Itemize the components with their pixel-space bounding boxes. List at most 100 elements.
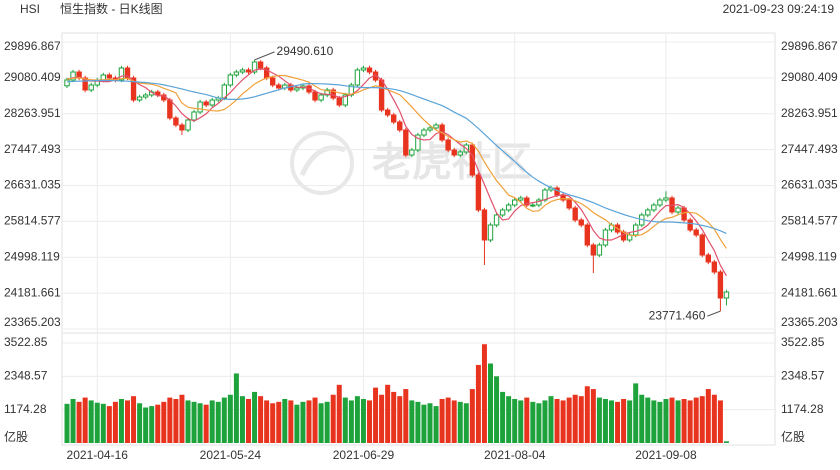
candle-body bbox=[675, 207, 681, 213]
volume-bar bbox=[457, 401, 463, 443]
volume-tick-label-right: 1174.28 bbox=[781, 402, 824, 416]
candle-body bbox=[518, 197, 524, 201]
volume-bar bbox=[518, 400, 524, 443]
volume-unit-right: 亿股 bbox=[781, 429, 805, 444]
volume-bar bbox=[342, 397, 348, 443]
candle-body bbox=[584, 224, 590, 246]
volume-bar bbox=[512, 399, 518, 443]
volume-bar bbox=[367, 400, 372, 443]
candle-body bbox=[318, 94, 324, 101]
volume-bar bbox=[258, 396, 264, 443]
volume-bar bbox=[475, 364, 481, 443]
moving-average bbox=[66, 74, 727, 249]
volume-bar bbox=[633, 383, 639, 443]
watermark: 老虎社区 bbox=[372, 141, 532, 185]
volume-unit-left: 亿股 bbox=[4, 429, 28, 444]
candle-body bbox=[699, 234, 705, 256]
volume-bar bbox=[155, 404, 161, 443]
candle-body bbox=[130, 77, 137, 101]
candle-body bbox=[82, 77, 88, 91]
y-tick-label-left: 25814.577 bbox=[4, 214, 61, 228]
volume-bar bbox=[270, 403, 276, 443]
volume-bar bbox=[536, 403, 542, 443]
chart-title: 恒生指数 - 日K线图 bbox=[60, 1, 163, 16]
candle-body bbox=[633, 224, 639, 236]
candle-body bbox=[209, 99, 215, 106]
y-tick-label-right: 27447.493 bbox=[781, 142, 838, 156]
volume-bar bbox=[330, 394, 336, 443]
volume-bar bbox=[179, 394, 185, 443]
candle-body bbox=[384, 109, 391, 116]
volume-bar bbox=[542, 400, 548, 443]
watermark-logo bbox=[290, 131, 354, 195]
volume-bar bbox=[360, 399, 366, 443]
candle-body bbox=[475, 174, 482, 211]
symbol: HSI bbox=[20, 2, 40, 16]
volume-bar bbox=[76, 401, 82, 443]
volume-bar bbox=[699, 396, 705, 443]
y-tick-label-right: 28263.951 bbox=[781, 106, 838, 120]
candle-body bbox=[366, 67, 373, 73]
volume-bar bbox=[161, 401, 167, 443]
candle-body bbox=[136, 96, 143, 101]
volume-bar bbox=[82, 397, 88, 443]
volume-bar bbox=[548, 396, 554, 443]
volume-bar bbox=[439, 399, 445, 443]
volume-bar bbox=[530, 401, 536, 443]
volume-bar bbox=[451, 400, 457, 443]
volume-bar bbox=[409, 400, 415, 443]
candle-body bbox=[530, 204, 536, 207]
candle-body bbox=[457, 151, 463, 156]
volume-bar bbox=[282, 399, 288, 443]
y-tick-label-left: 28263.951 bbox=[4, 106, 61, 120]
candle-body bbox=[403, 129, 409, 156]
candle-body bbox=[64, 79, 70, 87]
volume-bar bbox=[433, 406, 439, 443]
candle-body bbox=[397, 121, 403, 131]
candle-body bbox=[578, 219, 584, 226]
volume-bar bbox=[675, 400, 681, 443]
max-label: 29490.610 bbox=[277, 44, 334, 58]
candle-body bbox=[185, 119, 191, 131]
y-tick-label-right: 25814.577 bbox=[781, 214, 838, 228]
volume-bar bbox=[687, 400, 693, 443]
candle-body bbox=[342, 94, 349, 106]
candle-body bbox=[239, 69, 246, 73]
volume-bar bbox=[403, 389, 409, 443]
volume-bar bbox=[609, 400, 614, 443]
candle-body bbox=[687, 219, 693, 231]
volume-bar bbox=[693, 397, 699, 443]
volume-bar bbox=[106, 406, 112, 443]
moving-average bbox=[66, 79, 727, 234]
candle-body bbox=[294, 87, 300, 91]
volume-bar bbox=[252, 391, 258, 443]
volume-bar bbox=[663, 399, 669, 443]
candle-body bbox=[499, 209, 506, 216]
volume-bar bbox=[64, 403, 70, 443]
candle-body bbox=[711, 261, 718, 273]
candle-body bbox=[415, 134, 421, 151]
candle-body bbox=[336, 97, 342, 106]
moving-average bbox=[66, 68, 727, 277]
candle-body bbox=[191, 111, 197, 121]
volume-bar bbox=[584, 386, 590, 443]
volume-bar bbox=[385, 384, 391, 443]
volume-bar bbox=[246, 399, 251, 443]
y-tick-label-left: 23365.203 bbox=[4, 315, 61, 329]
candle-body bbox=[524, 197, 530, 206]
volume-bar bbox=[711, 394, 717, 443]
volume-bar bbox=[391, 391, 397, 443]
volume-bar bbox=[554, 399, 560, 443]
volume-bar bbox=[463, 403, 469, 443]
candle-body bbox=[70, 71, 76, 81]
candle-body bbox=[427, 127, 433, 131]
y-tick-label-left: 24181.661 bbox=[4, 285, 61, 299]
volume-bar bbox=[137, 403, 143, 443]
volume-bar bbox=[306, 400, 312, 443]
volume-bar bbox=[197, 403, 203, 443]
x-tick-label: 2021-09-08 bbox=[635, 448, 697, 462]
volume-bar bbox=[596, 397, 602, 443]
volume-bar bbox=[681, 399, 687, 443]
volume-bar bbox=[167, 397, 173, 443]
volume-bar bbox=[149, 406, 155, 443]
